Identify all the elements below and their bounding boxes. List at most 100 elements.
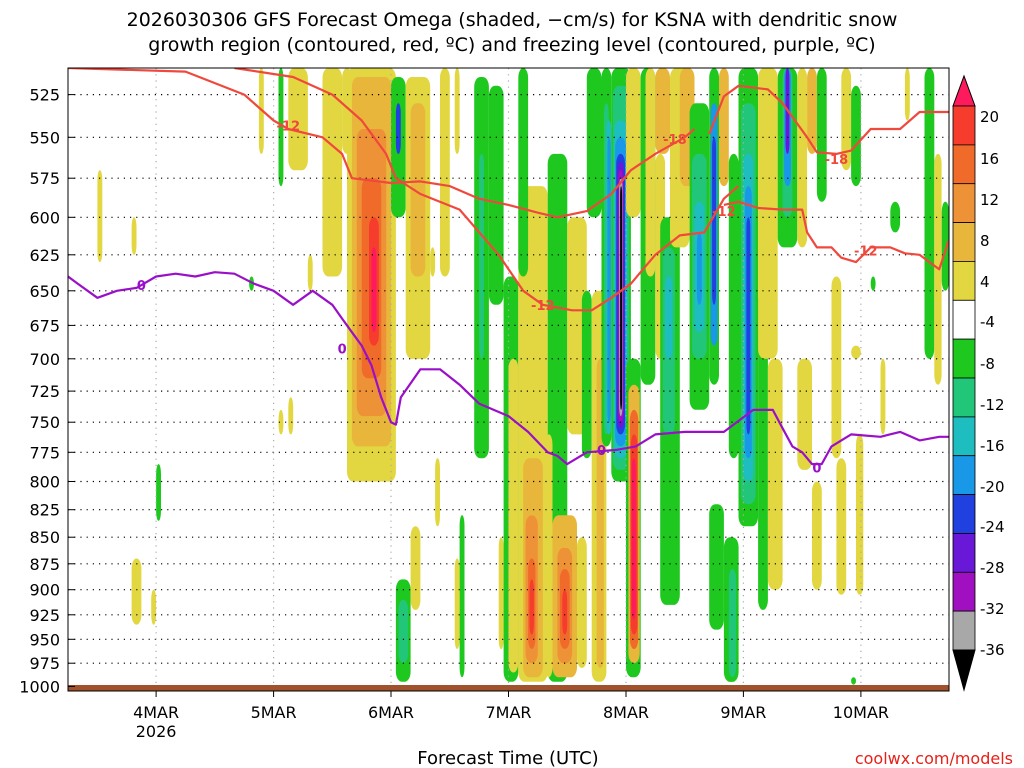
omega-cell bbox=[562, 589, 568, 635]
colorbar-segment bbox=[952, 377, 976, 418]
omega-cell bbox=[288, 68, 308, 171]
omega-cell bbox=[278, 409, 284, 435]
x-tick-label: 6MAR bbox=[368, 703, 414, 722]
omega-cell bbox=[410, 103, 426, 277]
colorbar-tick-label: 12 bbox=[980, 191, 999, 209]
colorbar-segment bbox=[952, 455, 976, 496]
y-tick-label: 825 bbox=[29, 501, 60, 520]
colorbar-tick-label: -12 bbox=[980, 396, 1005, 414]
x-tick-label: 5MAR bbox=[251, 703, 297, 722]
y-tick-label: 625 bbox=[29, 246, 60, 265]
omega-cell bbox=[586, 68, 602, 218]
y-tick-label: 1000 bbox=[19, 677, 60, 696]
colorbar-tick-label: -8 bbox=[980, 355, 995, 373]
credit-link[interactable]: coolwx.com/models bbox=[855, 749, 1013, 768]
omega-shading bbox=[68, 68, 949, 690]
y-tick-label: 975 bbox=[29, 654, 60, 673]
dgz-contour-line bbox=[234, 68, 740, 312]
omega-cell bbox=[851, 677, 856, 685]
colorbar-segment bbox=[952, 105, 976, 146]
omega-cell bbox=[728, 569, 737, 678]
omega-cell bbox=[307, 254, 313, 291]
colorbar-tick-label: -28 bbox=[980, 559, 1005, 577]
colorbar-tick-label: -20 bbox=[980, 478, 1005, 496]
contour-lines: -12 -12 -18 -18 -12 -12 0 0 0 0 bbox=[68, 68, 949, 477]
omega-cell bbox=[851, 85, 861, 187]
omega-cell bbox=[498, 537, 504, 649]
x-tick-label: 4MAR bbox=[133, 703, 179, 722]
omega-cell bbox=[719, 68, 729, 187]
colorbar-tick-label: -24 bbox=[980, 518, 1005, 536]
colorbar-tick-label: -36 bbox=[980, 641, 1005, 659]
omega-cell bbox=[816, 68, 827, 202]
omega-cell bbox=[97, 170, 103, 263]
colorbar-segment bbox=[952, 222, 976, 262]
omega-cell bbox=[880, 358, 886, 435]
dgz-contour-label: -12 bbox=[712, 205, 736, 220]
omega-cell bbox=[278, 68, 284, 187]
y-tick-label: 675 bbox=[29, 316, 60, 335]
dgz-contour-line bbox=[708, 84, 852, 155]
y-tick-label: 875 bbox=[29, 555, 60, 574]
dgz-contour-line bbox=[723, 200, 949, 271]
omega-cell bbox=[645, 68, 656, 277]
omega-cell bbox=[322, 68, 343, 277]
omega-cell bbox=[758, 68, 778, 359]
colorbar: 20 16 12 8 4 -4 -8 -12 -16 -20 -24 -28 -32 -36 bbox=[952, 74, 1005, 692]
y-tick-label: 775 bbox=[29, 443, 60, 462]
y-tick-label: 750 bbox=[29, 413, 60, 432]
omega-cell bbox=[454, 68, 460, 154]
colorbar-segment bbox=[952, 183, 976, 223]
colorbar-segment bbox=[952, 144, 976, 185]
omega-cell bbox=[851, 345, 861, 359]
y-tick-label: 650 bbox=[29, 282, 60, 301]
y-tick-label: 900 bbox=[29, 581, 60, 600]
y-tick-label: 600 bbox=[29, 208, 60, 227]
omega-cell bbox=[655, 68, 670, 154]
dgz-contour-line bbox=[850, 110, 949, 152]
omega-cell bbox=[870, 276, 876, 291]
y-tick-label: 950 bbox=[29, 630, 60, 649]
omega-cell bbox=[454, 558, 460, 649]
omega-cell bbox=[665, 276, 673, 359]
omega-cell bbox=[430, 247, 436, 277]
colorbar-tick-label: 16 bbox=[980, 150, 999, 168]
omega-cell bbox=[577, 537, 587, 668]
y-tick-label: 525 bbox=[29, 86, 60, 105]
omega-cell bbox=[856, 434, 864, 595]
colorbar-segment bbox=[952, 338, 976, 379]
omega-cell bbox=[890, 201, 901, 233]
omega-cell bbox=[435, 458, 440, 527]
omega-cell bbox=[508, 358, 519, 673]
ground-strip bbox=[68, 685, 949, 691]
omega-cell bbox=[620, 186, 623, 410]
omega-cell bbox=[131, 217, 137, 255]
omega-cell bbox=[746, 217, 751, 435]
omega-cell bbox=[440, 68, 450, 277]
omega-cell bbox=[156, 464, 161, 521]
colorbar-segment bbox=[952, 260, 976, 301]
omega-cell bbox=[709, 504, 724, 630]
omega-cell bbox=[812, 481, 822, 590]
dgz-contour-label: -18 bbox=[663, 133, 687, 148]
x-tick-sublabel: 2026 bbox=[136, 722, 177, 741]
omega-cell bbox=[712, 137, 716, 305]
chart-title-line1: 2026030306 GFS Forecast Omega (shaded, −… bbox=[127, 9, 898, 31]
y-tick-label: 925 bbox=[29, 606, 60, 625]
omega-cell bbox=[581, 290, 592, 459]
omega-cell bbox=[767, 358, 783, 590]
y-tick-label: 725 bbox=[29, 382, 60, 401]
omega-cell bbox=[288, 397, 294, 435]
omega-cell bbox=[924, 68, 935, 359]
dgz-contour-label: -12 bbox=[531, 299, 555, 314]
omega-cell bbox=[545, 434, 553, 678]
omega-cell bbox=[841, 68, 852, 171]
colorbar-top-arrow bbox=[952, 74, 976, 107]
y-tick-label: 575 bbox=[29, 169, 60, 188]
omega-cell bbox=[631, 458, 636, 620]
y-tick-label: 550 bbox=[29, 128, 60, 147]
x-tick-label: 8MAR bbox=[603, 703, 649, 722]
dgz-contour-line bbox=[68, 68, 696, 219]
